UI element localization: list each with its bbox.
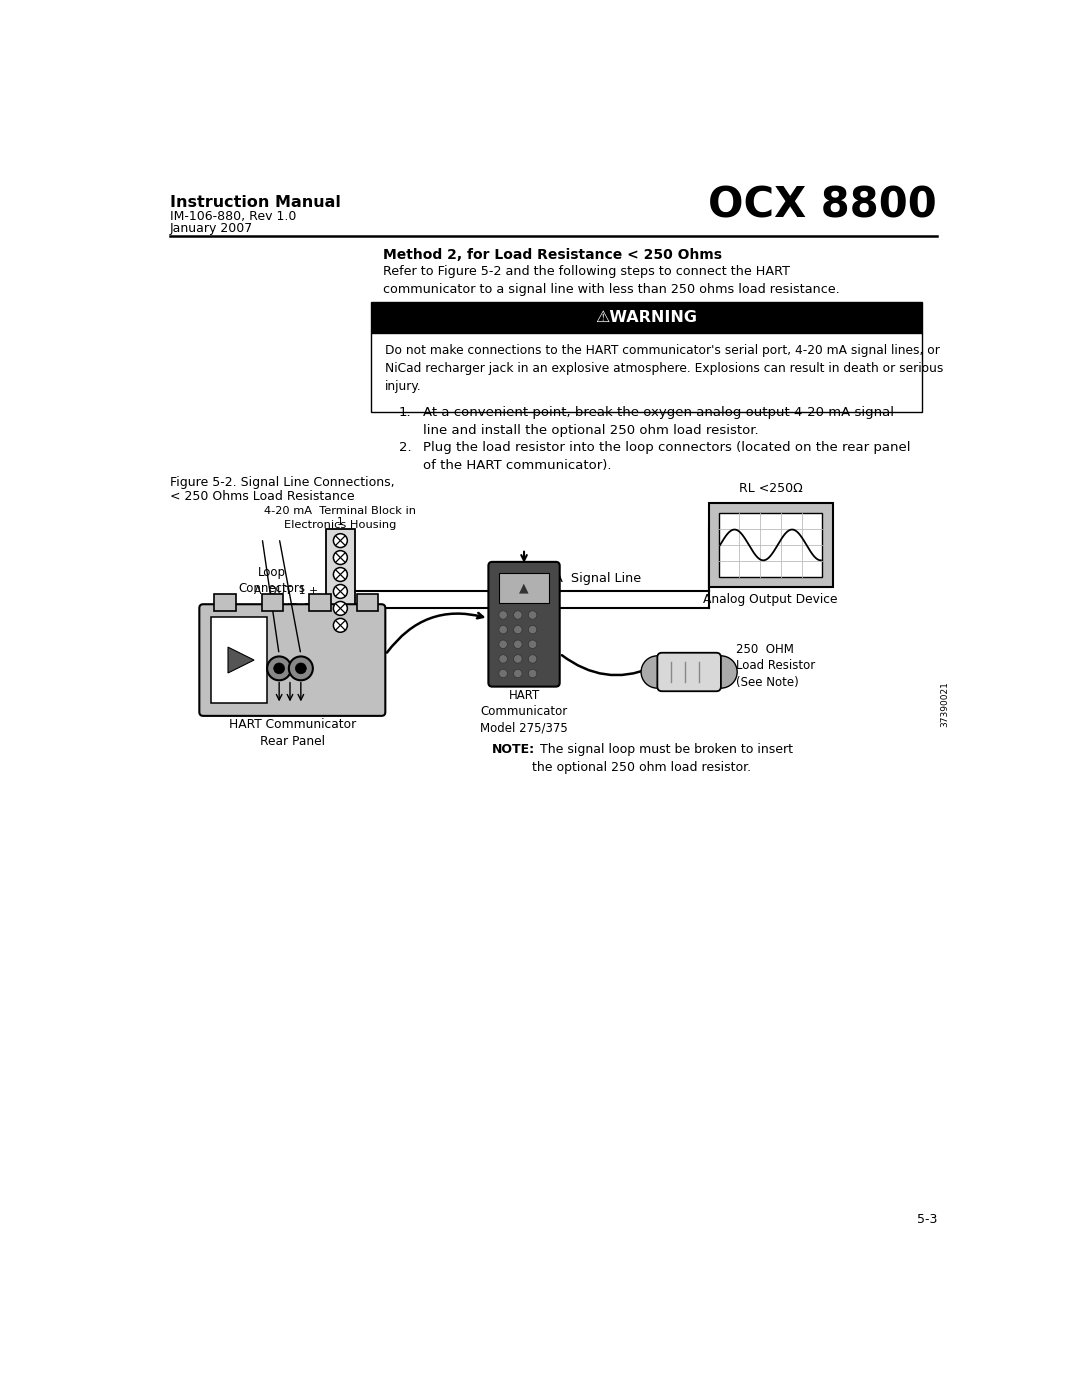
Circle shape [528, 626, 537, 634]
FancyBboxPatch shape [200, 605, 386, 715]
Circle shape [267, 657, 292, 680]
Bar [326, 529, 355, 630]
Text: HART
Communicator
Model 275/375: HART Communicator Model 275/375 [481, 689, 568, 735]
Bar [356, 594, 378, 610]
Circle shape [499, 669, 508, 678]
Bar [372, 334, 921, 412]
Bar [211, 617, 267, 703]
Circle shape [528, 640, 537, 648]
Text: 37390021: 37390021 [941, 682, 949, 728]
Bar [499, 573, 549, 604]
Text: 2.: 2. [399, 441, 411, 454]
Text: 1: 1 [337, 517, 343, 527]
Circle shape [334, 567, 348, 581]
Text: NOTE:: NOTE: [491, 743, 535, 756]
Text: At a convenient point, break the oxygen analog output 4-20 mA signal
line and in: At a convenient point, break the oxygen … [423, 405, 894, 437]
Text: A  OUT  1 +: A OUT 1 + [254, 587, 318, 597]
Text: Do not make connections to the HART communicator's serial port, 4-20 mA signal l: Do not make connections to the HART comm… [386, 344, 944, 393]
Text: Instruction Manual: Instruction Manual [170, 194, 341, 210]
Circle shape [514, 626, 522, 634]
Text: IM-106-880, Rev 1.0: IM-106-880, Rev 1.0 [170, 210, 296, 224]
Text: 5-3: 5-3 [917, 1214, 937, 1227]
Text: Refer to Figure 5-2 and the following steps to connect the HART
communicator to : Refer to Figure 5-2 and the following st… [383, 265, 840, 296]
Text: RL <250Ω: RL <250Ω [739, 482, 802, 495]
Circle shape [704, 655, 738, 689]
Polygon shape [228, 647, 254, 673]
Bar [261, 594, 283, 610]
Text: Analog Output Device: Analog Output Device [703, 592, 838, 606]
Circle shape [642, 655, 674, 689]
Text: 4-20 mA  Terminal Block in
Electronics Housing: 4-20 mA Terminal Block in Electronics Ho… [265, 507, 417, 529]
Circle shape [334, 584, 348, 598]
Text: HART Communicator
Rear Panel: HART Communicator Rear Panel [229, 718, 356, 747]
FancyBboxPatch shape [488, 562, 559, 686]
Text: Loop
Connectors: Loop Connectors [238, 566, 305, 595]
Circle shape [514, 655, 522, 664]
Bar [309, 594, 330, 610]
Circle shape [514, 669, 522, 678]
Circle shape [499, 655, 508, 664]
Bar [214, 594, 235, 610]
FancyBboxPatch shape [658, 652, 721, 692]
Circle shape [528, 669, 537, 678]
Text: 4-20 mA  Signal Line: 4-20 mA Signal Line [504, 573, 640, 585]
Circle shape [514, 640, 522, 648]
Bar [708, 503, 833, 587]
Circle shape [514, 610, 522, 619]
Text: 250  OHM
Load Resistor
(See Note): 250 OHM Load Resistor (See Note) [735, 643, 815, 689]
Text: Method 2, for Load Resistance < 250 Ohms: Method 2, for Load Resistance < 250 Ohms [383, 249, 723, 263]
Text: The signal loop must be broken to insert
the optional 250 ohm load resistor.: The signal loop must be broken to insert… [531, 743, 793, 774]
Text: A  OUT  1 -: A OUT 1 - [259, 604, 318, 613]
Circle shape [334, 619, 348, 633]
Bar [372, 302, 921, 334]
Text: 1.: 1. [399, 405, 411, 419]
Circle shape [499, 610, 508, 619]
Circle shape [528, 610, 537, 619]
Text: January 2007: January 2007 [170, 222, 253, 235]
Circle shape [499, 640, 508, 648]
Text: < 250 Ohms Load Resistance: < 250 Ohms Load Resistance [170, 490, 354, 503]
Circle shape [288, 657, 313, 680]
Text: 2: 2 [500, 580, 505, 588]
Text: Figure 5-2. Signal Line Connections,: Figure 5-2. Signal Line Connections, [170, 475, 394, 489]
Text: Plug the load resistor into the loop connectors (located on the rear panel
of th: Plug the load resistor into the loop con… [423, 441, 910, 472]
Text: ⚠WARNING: ⚠WARNING [595, 310, 698, 326]
Circle shape [273, 664, 284, 673]
Circle shape [334, 550, 348, 564]
Circle shape [334, 534, 348, 548]
Bar [718, 513, 823, 577]
Circle shape [528, 655, 537, 664]
Text: OCX 8800: OCX 8800 [708, 184, 937, 226]
Circle shape [296, 664, 307, 673]
Circle shape [499, 626, 508, 634]
Circle shape [334, 602, 348, 615]
Text: O: O [489, 573, 499, 585]
Text: ▲: ▲ [519, 581, 529, 595]
